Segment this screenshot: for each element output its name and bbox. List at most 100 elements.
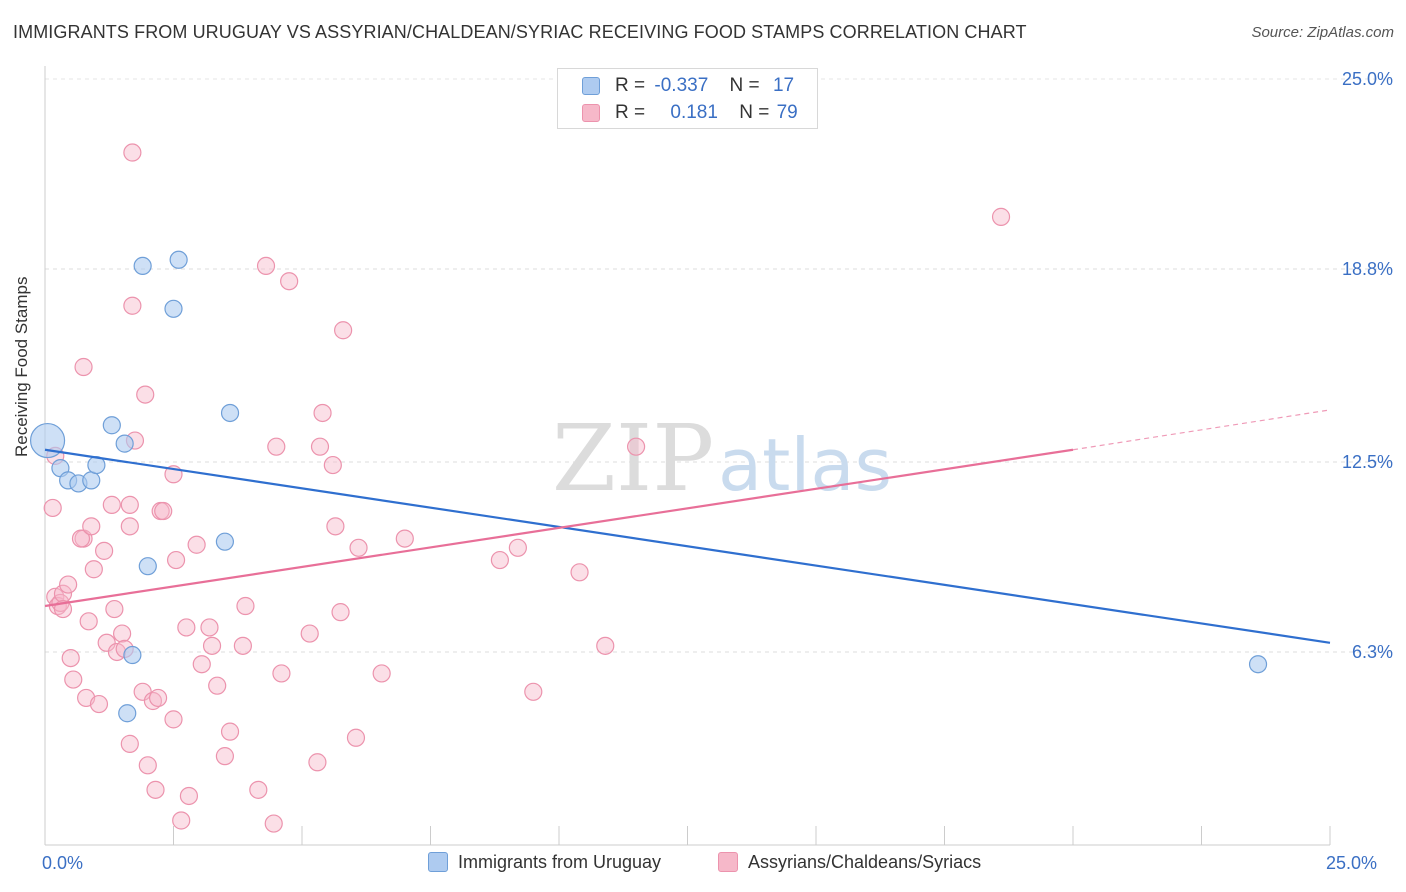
point-assyrian [326,517,345,536]
y-tick-label: 6.3% [1352,642,1393,662]
point-assyrian [300,624,319,643]
trend-line-assyrian-extension [1072,409,1331,451]
point-assyrian [138,756,157,775]
point-uruguay [102,416,121,435]
point-assyrian [84,560,103,579]
point-uruguay [169,250,188,269]
point-assyrian [249,780,268,799]
watermark-zip: ZIP [552,405,714,512]
legend-n-label: N = [729,75,760,96]
y-axis-title: Receiving Food Stamps [12,276,31,457]
point-assyrian [236,596,255,616]
point-assyrian [626,437,646,456]
watermark: ZIP atlas [552,405,892,512]
point-assyrian [490,550,509,570]
point-assyrian [172,811,191,830]
point-assyrian [97,633,116,652]
point-assyrian [154,501,173,521]
bottom-legend-label-uruguay: Immigrants from Uruguay [458,852,662,872]
point-assyrian [164,710,183,729]
point-assyrian [349,538,368,557]
series-uruguay-points [29,250,1268,723]
y-tick-label: 25.0% [1342,69,1393,89]
point-assyrian [991,207,1011,226]
point-assyrian [215,747,234,766]
y-tick-label: 12.5% [1342,452,1393,472]
point-assyrian [524,682,543,701]
point-uruguay [1248,655,1268,674]
point-assyrian [123,143,142,162]
point-assyrian [508,538,527,557]
point-uruguay [115,434,134,453]
point-assyrian [372,664,391,683]
point-assyrian [192,655,211,674]
point-assyrian [79,612,98,631]
point-assyrian [61,648,80,668]
source-label: Source: ZipAtlas.com [1251,24,1394,41]
legend-n-value: 17 [772,75,795,96]
legend-n-value: 79 [776,102,798,123]
x-tick-max: 25.0% [1326,853,1378,873]
y-tick-label: 18.8% [1342,259,1393,279]
point-assyrian [105,599,124,619]
bottom-legend-assyrian: Assyrians/Chaldeans/Syriacs [718,852,981,873]
legend-swatch-uruguay [582,77,600,95]
point-uruguay [123,645,142,665]
point-assyrian [179,786,199,806]
point-assyrian [120,495,139,514]
point-assyrian [208,676,227,695]
legend-r-value: -0.337 [654,75,709,96]
point-assyrian [570,563,589,582]
point-assyrian [120,734,139,753]
bottom-legend-swatch-assyrian [718,852,738,872]
point-assyrian [310,437,330,456]
point-assyrian [123,296,142,315]
trend-lines [44,409,1331,644]
y-tick-labels: 25.0% 18.8% 12.5% 6.3% [1342,69,1393,662]
point-assyrian [120,517,139,536]
chart-title: IMMIGRANTS FROM URUGUAY VS ASSYRIAN/CHAL… [13,22,1027,42]
bottom-legend-label-assyrian: Assyrians/Chaldeans/Syriacs [748,852,982,872]
bottom-legend-swatch-uruguay [428,852,448,872]
point-uruguay [82,471,101,490]
trend-line-assyrian [44,448,1074,608]
legend-r-label: R = [615,102,646,123]
point-assyrian [136,385,155,404]
point-assyrian [143,691,163,711]
point-assyrian [346,728,366,747]
point-assyrian [331,603,350,622]
point-assyrian [74,357,93,377]
point-assyrian [71,529,91,548]
point-assyrian [95,541,114,560]
point-uruguay [138,557,157,576]
point-uruguay [118,704,137,723]
point-assyrian [177,618,196,637]
point-assyrian [220,722,240,741]
point-assyrian [280,272,299,291]
point-uruguay [164,299,183,318]
point-uruguay [215,532,234,551]
point-assyrian [267,437,286,456]
point-assyrian [596,636,615,655]
point-assyrian [395,529,414,548]
point-uruguay [133,256,152,276]
point-assyrian [166,550,186,570]
point-assyrian [233,636,252,655]
x-tick-min: 0.0% [42,853,84,873]
grid-lines [45,78,1392,653]
point-assyrian [323,455,342,475]
point-assyrian [264,814,283,833]
point-assyrian [102,495,121,514]
point-assyrian [187,535,206,554]
bottom-legend-uruguay: Immigrants from Uruguay [428,852,661,873]
point-assyrian [43,498,62,518]
point-assyrian [59,575,78,594]
point-assyrian [148,688,168,708]
point-assyrian [334,321,353,340]
legend-n-label: N = [739,102,770,123]
point-assyrian [202,636,222,655]
point-assyrian [89,694,109,714]
point-assyrian [133,682,152,701]
watermark-atlas: atlas [718,423,892,507]
